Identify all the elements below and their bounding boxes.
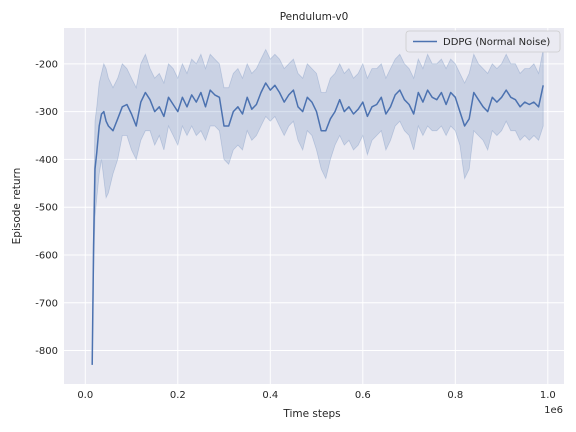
x-tick-label: 0.8 [447,390,463,401]
y-tick-label: -500 [35,203,58,214]
y-tick-label: -300 [35,107,58,118]
x-tick-label: 0.0 [77,390,93,401]
legend: DDPG (Normal Noise) [405,30,561,53]
x-tick-label: 1.0 [540,390,556,401]
series-line [91,82,544,365]
x-tick-label: 0.4 [262,390,278,401]
x-tick-label: 0.2 [170,390,186,401]
y-tick-label: -200 [35,59,58,70]
legend-label: DDPG (Normal Noise) [443,37,550,48]
x-axis-label: Time steps [282,408,340,420]
x-tick-label: 0.6 [355,390,371,401]
chart-title: Pendulum-v0 [280,11,349,23]
y-axis-ticks: -800 -700 -600 -500 -400 -300 -200 [35,59,58,357]
y-tick-label: -700 [35,298,58,309]
y-axis-label: Episode return [11,168,23,245]
legend-box [405,30,561,53]
x-axis-multiplier: 1e6 [544,405,563,416]
y-tick-label: -800 [35,346,58,357]
series-layer [91,48,544,365]
grid-lines [64,28,564,384]
plot-background [64,28,564,384]
y-tick-label: -400 [35,155,58,166]
x-axis-ticks: 0.0 0.2 0.4 0.6 0.8 1.0 [77,390,555,401]
y-tick-label: -600 [35,250,58,261]
